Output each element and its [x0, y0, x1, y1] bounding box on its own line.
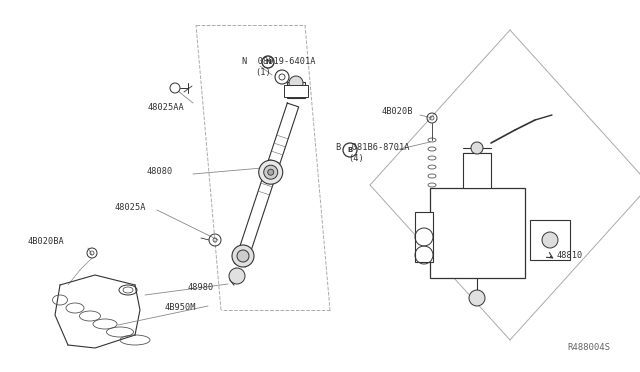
Bar — [415, 212, 433, 262]
Text: 48980: 48980 — [188, 283, 214, 292]
Circle shape — [237, 250, 249, 262]
Circle shape — [289, 76, 303, 90]
Text: N: N — [265, 59, 271, 65]
Text: (1): (1) — [255, 68, 271, 77]
Circle shape — [469, 290, 485, 306]
Text: 48810: 48810 — [557, 250, 583, 260]
Text: N  08919-6401A: N 08919-6401A — [242, 58, 316, 67]
Bar — [430, 188, 525, 278]
Circle shape — [232, 245, 254, 267]
Circle shape — [264, 165, 278, 179]
Text: (4): (4) — [348, 154, 364, 164]
Circle shape — [471, 142, 483, 154]
Bar — [287, 82, 305, 98]
Text: 4B020B: 4B020B — [382, 108, 413, 116]
Bar — [530, 220, 570, 260]
Text: B  081B6-8701A: B 081B6-8701A — [336, 144, 410, 153]
Polygon shape — [234, 103, 299, 267]
Circle shape — [268, 169, 274, 175]
Text: B: B — [348, 147, 353, 153]
Text: 48025AA: 48025AA — [148, 103, 185, 112]
Circle shape — [542, 232, 558, 248]
Circle shape — [229, 268, 245, 284]
Text: 4B950M: 4B950M — [165, 304, 196, 312]
Text: R488004S: R488004S — [567, 343, 610, 353]
Text: 4B020BA: 4B020BA — [28, 237, 65, 247]
Text: 48080: 48080 — [147, 167, 173, 176]
Circle shape — [259, 160, 283, 184]
Text: 48025A: 48025A — [115, 203, 147, 212]
Bar — [284, 85, 308, 97]
Bar — [463, 153, 491, 188]
